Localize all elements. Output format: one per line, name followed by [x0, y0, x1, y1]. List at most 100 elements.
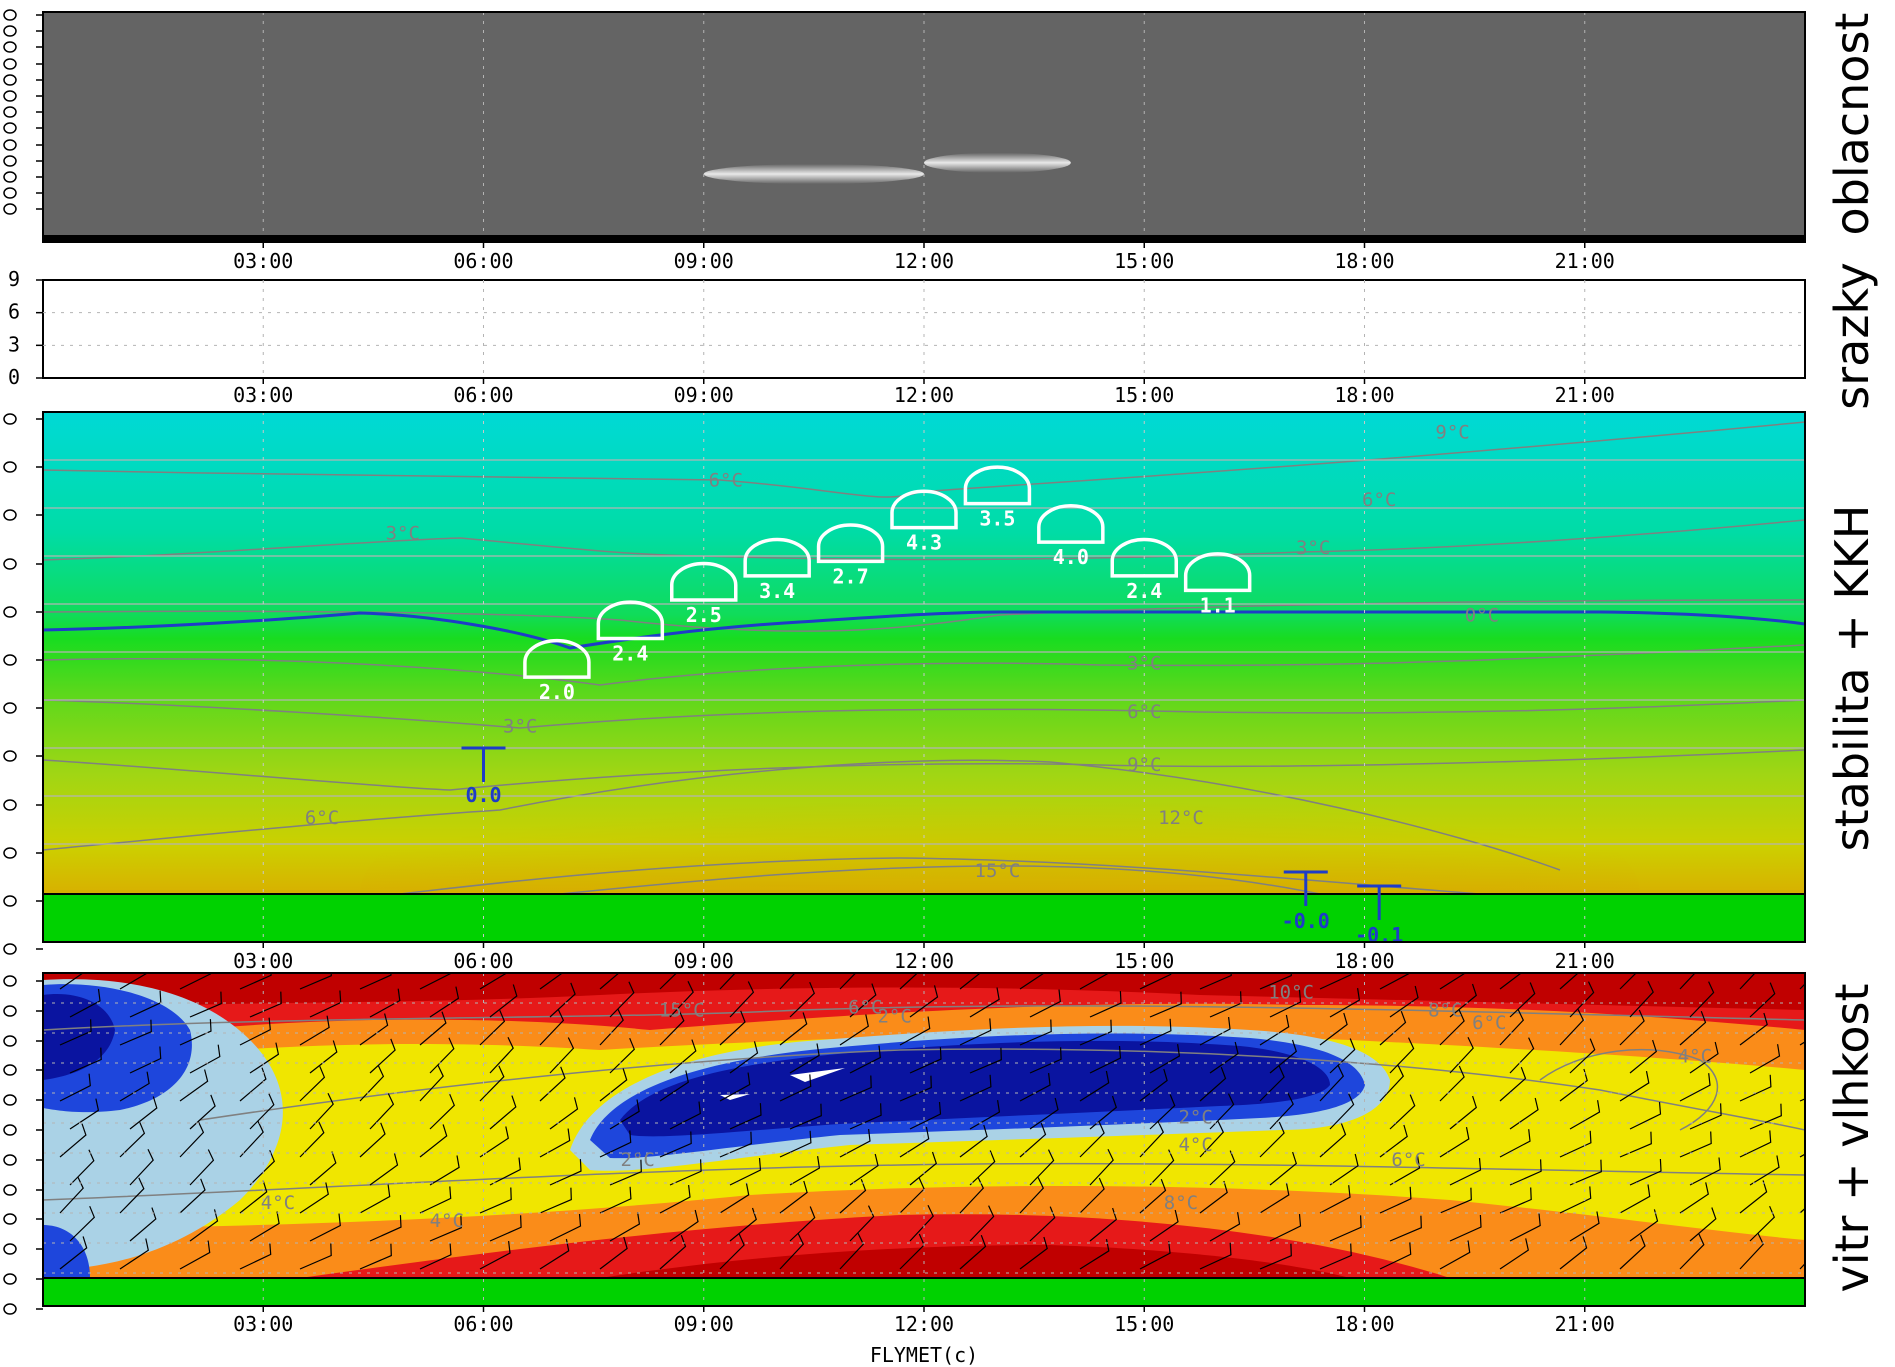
wind-barb — [899, 973, 919, 990]
wind-barb — [899, 1075, 932, 1102]
wind-barb — [849, 1103, 882, 1130]
stability-ytick-glyph — [3, 606, 17, 618]
stability-isotherms — [43, 421, 1805, 894]
wind-barb — [1329, 1038, 1356, 1074]
wind-barb — [1449, 1214, 1482, 1242]
wind-barb — [719, 1072, 751, 1102]
inversion-marker-value: 0.0 — [465, 783, 501, 807]
wind-barb — [1319, 1065, 1345, 1102]
wind-barb — [1329, 1215, 1362, 1242]
wind-barb — [1319, 1243, 1352, 1270]
wind-barb — [1619, 1131, 1652, 1158]
stability-side-label: stabilita + KKH — [1825, 505, 1879, 852]
wind-barb — [1379, 1186, 1412, 1214]
wind-barb — [1329, 988, 1361, 1018]
wind-isotherm-label: 4°C — [1678, 1045, 1712, 1067]
wind-isotherm-label: 4°C — [1178, 1134, 1212, 1156]
kkh-cap-symbol — [596, 600, 665, 641]
wind-barb — [1389, 985, 1419, 1018]
stability-ytick-glyph — [3, 895, 17, 907]
wind-barb — [1079, 1177, 1105, 1214]
wind-barb — [479, 1010, 506, 1046]
wind-barb — [369, 988, 401, 1018]
wind-barb — [189, 991, 222, 1018]
wind-barb — [1499, 1009, 1525, 1046]
wind-barb — [899, 1016, 931, 1046]
wind-barb — [1389, 1037, 1415, 1074]
wind-barb — [719, 973, 737, 990]
wind-barb — [359, 1184, 391, 1214]
stability-xtick-label: 12:00 — [894, 949, 954, 973]
precip-xtick-label: 15:00 — [1114, 383, 1174, 407]
wind-barb — [659, 1185, 691, 1214]
wind-barb — [249, 1093, 275, 1130]
wind-barb — [1139, 1241, 1171, 1270]
wind-barb — [779, 973, 796, 990]
wind-barb — [1439, 1126, 1470, 1158]
wind-barb — [1389, 1215, 1422, 1242]
wind-barb — [1079, 973, 1111, 990]
cloud-panel: 03:00 06:00 09:00 12:00 15:00 18:00 21:00 obla… — [3, 9, 1879, 273]
wind-barb — [119, 1238, 149, 1270]
cloud-ytick-glyph — [3, 155, 17, 167]
wind-barb — [359, 1122, 386, 1158]
stability-isotherm-label: 0°C — [1465, 604, 1499, 626]
wind-barb — [1329, 1153, 1359, 1186]
wind-barb — [1569, 1159, 1602, 1186]
wind-barb — [1149, 1209, 1179, 1242]
cloud-ground-band — [43, 235, 1805, 242]
wind-xtick-label: 18:00 — [1334, 1312, 1394, 1336]
wind-barb — [429, 1037, 455, 1074]
wind-barb — [1499, 1066, 1527, 1102]
wind-xtick-label: 21:00 — [1555, 1312, 1615, 1336]
wind-barb — [1449, 1037, 1474, 1074]
wind-barb — [609, 981, 635, 1018]
precip-xtick-label: 03:00 — [233, 383, 293, 407]
wind-barb — [1029, 1206, 1056, 1242]
wind-barb — [599, 1186, 632, 1214]
wind-barb — [1019, 973, 1046, 990]
cloud-ytick-glyph — [3, 74, 17, 86]
wind-barb — [1019, 1019, 1052, 1046]
wind-barb — [1499, 973, 1523, 990]
wind-barb — [839, 1233, 865, 1270]
wind-barb — [1259, 1014, 1290, 1046]
wind-barb — [719, 1131, 752, 1158]
cloud-ytick-glyph — [3, 90, 17, 102]
wind-barb — [729, 1157, 762, 1186]
wind-barb — [119, 1019, 152, 1046]
wind-barb — [1739, 1233, 1764, 1270]
wind-barb — [1509, 1037, 1535, 1074]
wind-barb — [1739, 973, 1756, 990]
wind-barb — [969, 1047, 1002, 1074]
wind-barb — [899, 1126, 930, 1158]
wind-barb — [299, 1182, 329, 1214]
cloud-xtick-label: 15:00 — [1114, 249, 1174, 273]
wind-barb — [839, 1129, 871, 1158]
wind-barb — [1269, 1039, 1297, 1074]
wind-barb — [1449, 1158, 1482, 1186]
wind-barb — [1439, 973, 1467, 990]
wind-barb — [1079, 1121, 1105, 1158]
wind-barb — [849, 1045, 881, 1074]
wind-barb — [239, 1017, 271, 1046]
wind-barb — [659, 1009, 685, 1046]
wind-barb — [789, 1043, 820, 1074]
wind-barb — [1569, 1100, 1601, 1130]
wind-barb — [1749, 1205, 1776, 1242]
wind-barb — [1269, 1151, 1297, 1186]
stability-ytick-glyph — [3, 558, 17, 570]
wind-barb — [249, 1211, 280, 1242]
wind-barb — [1559, 1186, 1592, 1214]
wind-barb — [1509, 1213, 1541, 1242]
cloud-xtick-label: 21:00 — [1555, 249, 1615, 273]
wind-barb — [1689, 981, 1715, 1018]
wind-barb — [1079, 1019, 1112, 1046]
wind-barb — [1199, 1242, 1232, 1270]
wind-barb — [1679, 1182, 1709, 1214]
wind-barb — [1139, 1121, 1165, 1158]
wind-barb — [539, 1187, 572, 1214]
wind-barb — [1739, 1012, 1768, 1046]
wind-barb — [1679, 1233, 1705, 1270]
